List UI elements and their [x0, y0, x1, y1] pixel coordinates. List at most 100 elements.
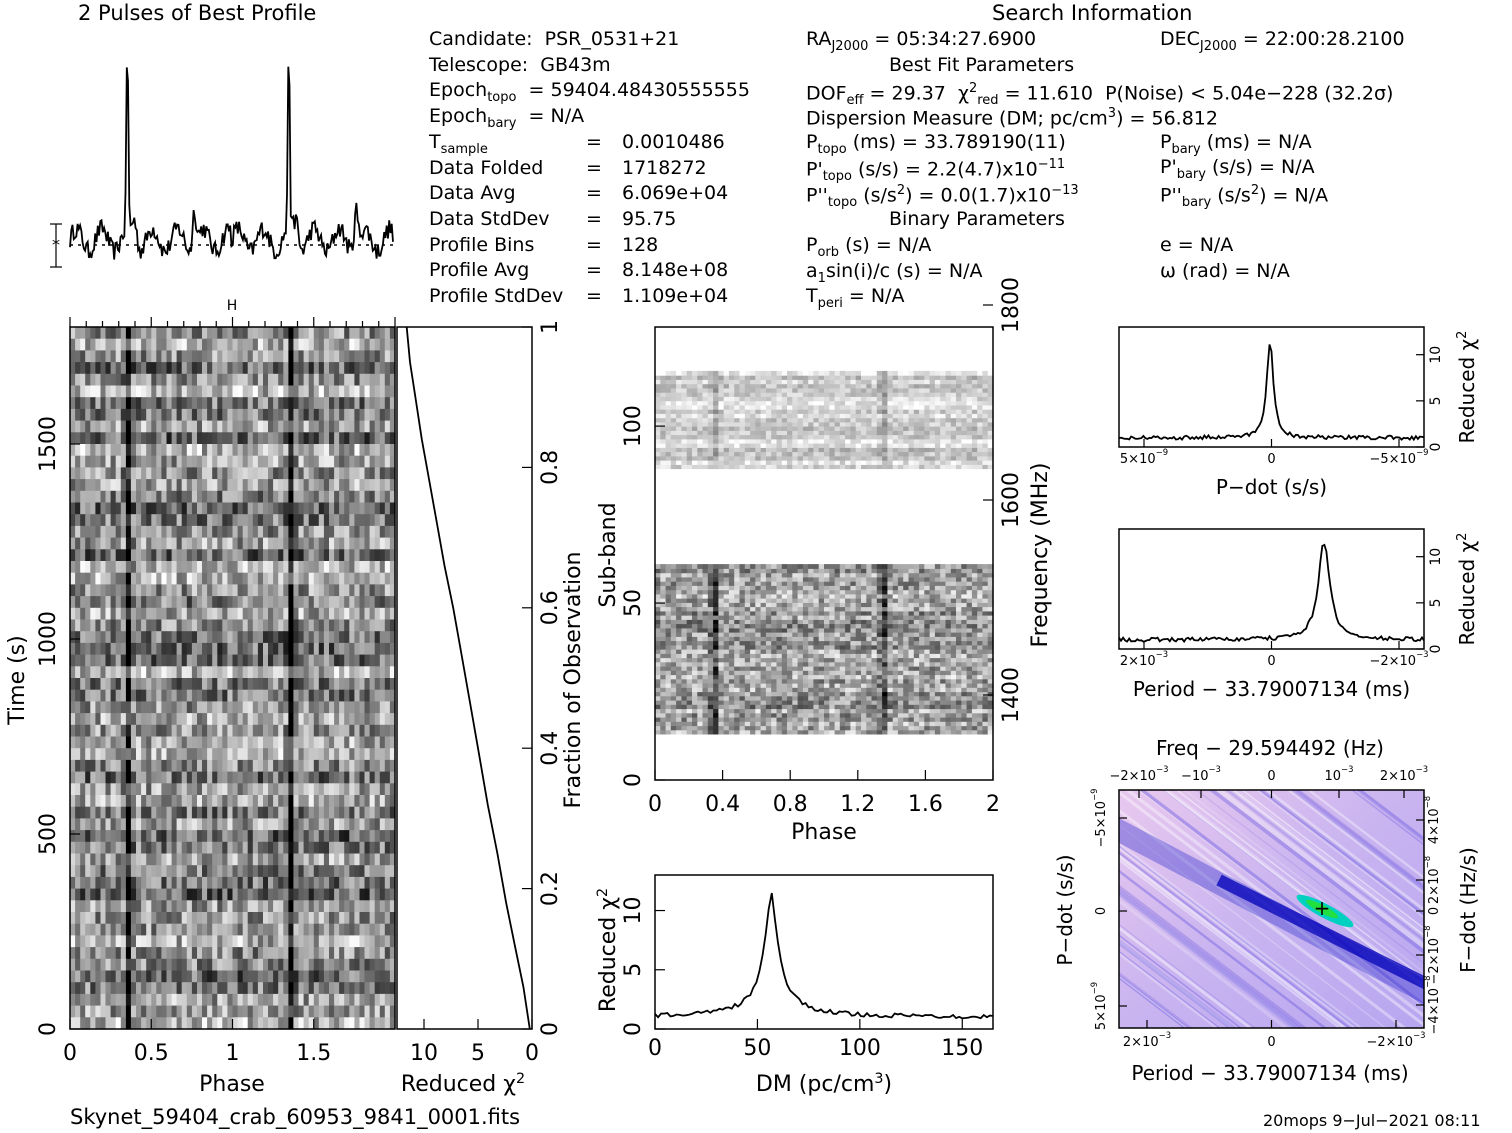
heat-cell — [232, 678, 239, 691]
pddbary-line: P''bary (s/s2) = N/A — [1160, 183, 1329, 211]
heat-cell — [298, 748, 305, 761]
heat-cell — [313, 584, 320, 597]
heat-cell — [369, 619, 376, 632]
heat-cell — [75, 373, 81, 387]
heat-cell — [339, 631, 345, 644]
heat-cell — [813, 455, 820, 461]
heat-cell — [191, 397, 198, 410]
heat-cell — [760, 430, 767, 436]
heat-cell — [760, 421, 767, 427]
heat-cell — [354, 572, 361, 585]
heat-cell — [95, 958, 102, 972]
heat-cell — [987, 438, 994, 444]
heat-cell — [212, 549, 218, 562]
heat-cell — [374, 362, 381, 375]
heat-cell — [207, 795, 213, 808]
heat-cell — [839, 409, 846, 414]
heat-cell — [70, 759, 76, 773]
heat-cell — [100, 713, 107, 726]
heat-cell — [232, 970, 239, 983]
heat-cell — [130, 970, 137, 983]
heat-cell — [217, 993, 223, 1007]
heat-cell — [702, 413, 709, 419]
heat-cell — [247, 806, 254, 819]
heat-cell — [268, 537, 274, 550]
heat-cell — [130, 408, 137, 422]
heat-cell — [308, 759, 315, 773]
heat-cell — [813, 404, 820, 410]
heat-cell — [186, 385, 193, 398]
heat-cell — [70, 1017, 76, 1030]
heat-cell — [924, 443, 931, 448]
heat-cell — [728, 413, 735, 419]
heat-cell — [676, 404, 682, 410]
heat-cell — [293, 572, 300, 585]
heat-cell — [707, 455, 714, 461]
heat-cell — [792, 447, 799, 453]
heat-cell — [308, 678, 315, 691]
heat-cell — [252, 561, 259, 574]
heat-cell — [252, 619, 259, 632]
heat-cell — [141, 338, 147, 351]
heat-cell — [161, 537, 168, 550]
heat-cell — [354, 327, 361, 340]
heat-cell — [110, 502, 117, 515]
heat-cell — [222, 537, 228, 550]
heat-cell — [354, 736, 361, 749]
heat-cell — [75, 958, 81, 972]
heat-cell — [171, 958, 178, 972]
heat-cell — [850, 464, 857, 470]
heat-cell — [369, 1005, 376, 1018]
heat-cell — [765, 400, 772, 406]
heat-cell — [728, 409, 735, 414]
heat-cell — [151, 970, 157, 983]
heat-cell — [161, 923, 168, 936]
heat-cell — [349, 525, 355, 539]
heat-cell — [359, 947, 366, 960]
heat-cell — [191, 549, 198, 562]
heat-cell — [242, 537, 249, 550]
heat-cell — [670, 426, 677, 431]
heat-cell — [318, 490, 325, 504]
heat-cell — [318, 795, 325, 808]
heat-cell — [222, 338, 228, 351]
heat-cell — [739, 460, 746, 465]
heat-cell — [728, 451, 735, 457]
heat-cell — [181, 841, 188, 855]
heat-cell — [334, 350, 340, 363]
heat-cell — [212, 935, 218, 948]
heat-cell — [136, 350, 142, 363]
heat-cell — [273, 970, 279, 983]
heat-cell — [950, 438, 957, 444]
heat-cell — [813, 421, 820, 427]
heat-cell — [288, 537, 295, 550]
heat-cell — [349, 830, 355, 843]
heat-cell — [977, 443, 984, 448]
heat-cell — [85, 397, 91, 410]
heat-cell — [389, 1005, 396, 1018]
heat-cell — [161, 420, 168, 433]
heat-cell — [278, 408, 284, 422]
heat-cell — [702, 430, 709, 436]
heat-cell — [359, 748, 366, 761]
heat-cell — [379, 771, 386, 784]
heat-cell — [364, 338, 371, 351]
heat-cell — [212, 385, 218, 398]
heat-cell — [146, 420, 152, 433]
heat-cell — [176, 935, 183, 948]
heat-cell — [318, 923, 325, 936]
heat-cell — [934, 434, 941, 440]
heat-cell — [908, 443, 915, 448]
heat-cell — [866, 413, 873, 419]
x-tick-label: 1 — [226, 1041, 240, 1066]
heat-cell — [359, 689, 366, 702]
heat-cell — [318, 467, 325, 480]
heat-cell — [278, 502, 284, 515]
heat-cell — [257, 654, 264, 667]
heat-cell — [359, 970, 366, 983]
heat-cell — [389, 502, 396, 515]
heat-cell — [971, 464, 978, 470]
heat-cell — [161, 759, 168, 773]
heat-cell — [278, 561, 284, 574]
heat-cell — [908, 455, 915, 461]
